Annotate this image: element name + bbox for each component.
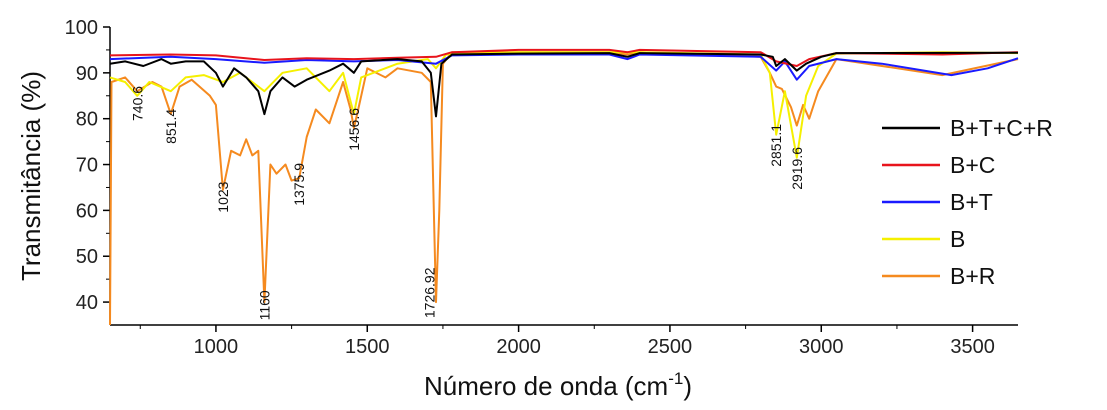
y-axis-title: Transmitância (%): [16, 71, 46, 281]
peak-label: 2919.6: [789, 147, 805, 190]
y-tick-label: 100: [65, 17, 98, 39]
x-axis-title-close: ): [683, 371, 692, 401]
legend-label: B+T: [950, 189, 993, 215]
x-axis-title: Número de onda (cm-1): [424, 369, 692, 401]
series-line-b-r: [109, 51, 1019, 326]
series-line-b: [109, 51, 1019, 159]
x-tick-label: 3500: [950, 336, 995, 358]
legend: B+T+C+R B+C B+T B B+R: [882, 115, 1053, 289]
y-tick-label: 60: [76, 200, 98, 222]
axis-ticks: 1000 1500 2000 2500 3000 3500 40 50 60 70 80 90 100: [65, 17, 995, 358]
peak-label: 1726.92: [421, 267, 437, 318]
legend-label: B+R: [950, 263, 995, 289]
y-tick-label: 80: [76, 109, 98, 131]
peak-annotations: 740.6 851.4 1023 1160 1375.9 1456.6 1726.92 285…: [129, 86, 805, 321]
legend-label: B+C: [950, 152, 995, 178]
x-tick-label: 3000: [799, 336, 844, 358]
y-tick-label: 90: [76, 63, 98, 85]
y-tick-label: 40: [76, 292, 98, 314]
series-line-b-t-c-r: [109, 51, 1019, 118]
x-axis-title-superscript: -1: [668, 369, 683, 388]
y-tick-label: 50: [76, 246, 98, 268]
x-axis-title-main: Número de onda (cm: [424, 371, 668, 401]
peak-label: 1023: [215, 181, 231, 212]
plot-frame: [109, 27, 1018, 326]
x-tick-label: 2500: [648, 336, 693, 358]
peak-label: 740.6: [129, 86, 145, 121]
series-layer: [109, 48, 1019, 326]
peak-label: 1375.9: [291, 163, 307, 206]
legend-label: B+T+C+R: [950, 115, 1053, 141]
x-tick-label: 1000: [194, 336, 239, 358]
legend-label: B: [950, 226, 965, 252]
y-tick-label: 70: [76, 155, 98, 177]
x-tick-label: 2000: [496, 336, 541, 358]
peak-label: 1160: [256, 290, 272, 320]
peak-label: 851.4: [163, 109, 179, 144]
peak-label: 2851.1: [768, 124, 784, 167]
x-tick-label: 1500: [345, 336, 390, 358]
series-line-b-c: [109, 48, 1019, 67]
peak-label: 1456.6: [346, 108, 362, 151]
series-line-b-t: [109, 53, 1019, 81]
